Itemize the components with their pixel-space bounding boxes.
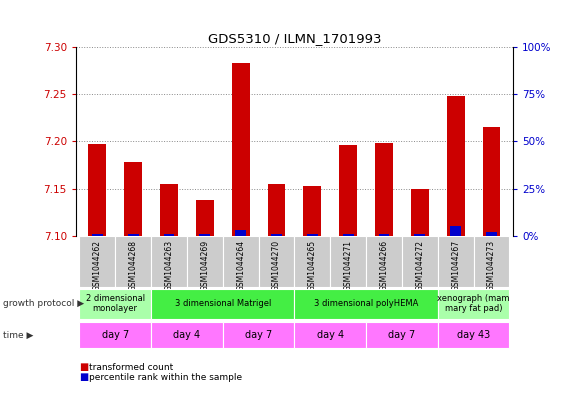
- Text: GSM1044272: GSM1044272: [415, 240, 424, 291]
- Bar: [375, 143, 393, 236]
- Bar: [294, 288, 438, 319]
- Text: GSM1044264: GSM1044264: [236, 240, 245, 291]
- Bar: [151, 236, 187, 287]
- Text: time ▶: time ▶: [3, 331, 33, 340]
- Bar: [271, 234, 282, 236]
- Bar: [187, 236, 223, 287]
- Text: GSM1044266: GSM1044266: [380, 240, 388, 291]
- Bar: [366, 236, 402, 287]
- Text: ■: ■: [79, 362, 88, 373]
- Bar: [124, 162, 142, 236]
- Bar: [415, 234, 425, 236]
- Text: GSM1044265: GSM1044265: [308, 240, 317, 291]
- Bar: [294, 322, 366, 348]
- Text: day 4: day 4: [173, 330, 201, 340]
- Bar: [473, 236, 510, 287]
- Text: transformed count: transformed count: [89, 363, 173, 372]
- Text: day 7: day 7: [388, 330, 416, 340]
- Bar: [343, 234, 353, 236]
- Bar: [411, 189, 429, 236]
- Bar: [115, 236, 151, 287]
- Bar: [307, 234, 318, 236]
- Text: GSM1044268: GSM1044268: [129, 240, 138, 291]
- Text: GSM1044269: GSM1044269: [201, 240, 209, 291]
- Text: GSM1044267: GSM1044267: [451, 240, 460, 291]
- Bar: [483, 127, 500, 236]
- Bar: [447, 96, 465, 236]
- Bar: [151, 288, 294, 319]
- Bar: [199, 234, 210, 236]
- Text: percentile rank within the sample: percentile rank within the sample: [89, 373, 242, 382]
- Text: day 43: day 43: [457, 330, 490, 340]
- Title: GDS5310 / ILMN_1701993: GDS5310 / ILMN_1701993: [208, 31, 381, 44]
- Text: ■: ■: [79, 372, 88, 382]
- Bar: [259, 236, 294, 287]
- Bar: [486, 232, 497, 236]
- Bar: [128, 234, 139, 236]
- Bar: [438, 322, 510, 348]
- Bar: [268, 184, 286, 236]
- Text: GSM1044271: GSM1044271: [343, 240, 353, 291]
- Bar: [92, 234, 103, 236]
- Bar: [89, 144, 106, 236]
- Text: growth protocol ▶: growth protocol ▶: [3, 299, 84, 308]
- Bar: [196, 200, 214, 236]
- Text: 3 dimensional Matrigel: 3 dimensional Matrigel: [174, 299, 271, 308]
- Bar: [438, 236, 473, 287]
- Bar: [79, 288, 151, 319]
- Text: day 4: day 4: [317, 330, 344, 340]
- Bar: [402, 236, 438, 287]
- Bar: [378, 234, 389, 236]
- Bar: [223, 322, 294, 348]
- Bar: [339, 145, 357, 236]
- Bar: [79, 322, 151, 348]
- Bar: [223, 236, 259, 287]
- Text: GSM1044263: GSM1044263: [164, 240, 174, 291]
- Text: GSM1044262: GSM1044262: [93, 240, 102, 291]
- Bar: [450, 226, 461, 236]
- Bar: [164, 234, 174, 236]
- Text: GSM1044273: GSM1044273: [487, 240, 496, 291]
- Bar: [366, 322, 438, 348]
- Bar: [438, 288, 510, 319]
- Bar: [79, 236, 115, 287]
- Text: 3 dimensional polyHEMA: 3 dimensional polyHEMA: [314, 299, 418, 308]
- Bar: [330, 236, 366, 287]
- Bar: [160, 184, 178, 236]
- Bar: [151, 322, 223, 348]
- Text: day 7: day 7: [101, 330, 129, 340]
- Bar: [303, 186, 321, 236]
- Text: xenograph (mam
mary fat pad): xenograph (mam mary fat pad): [437, 294, 510, 313]
- Bar: [231, 63, 250, 236]
- Text: GSM1044270: GSM1044270: [272, 240, 281, 291]
- Text: day 7: day 7: [245, 330, 272, 340]
- Bar: [294, 236, 330, 287]
- Text: 2 dimensional
monolayer: 2 dimensional monolayer: [86, 294, 145, 313]
- Bar: [236, 230, 246, 236]
